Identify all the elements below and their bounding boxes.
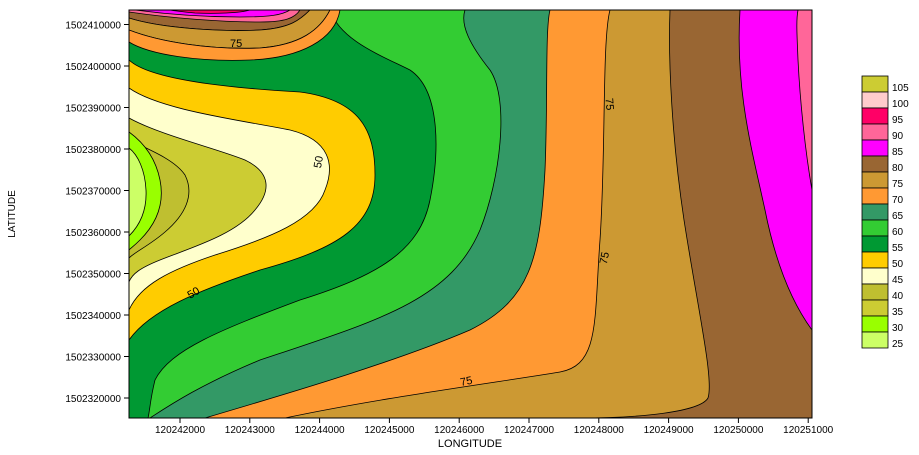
legend-swatch xyxy=(861,283,889,301)
contour-label: 75 xyxy=(598,251,612,265)
y-tick-label: 1502390000 xyxy=(65,104,121,115)
x-tick-label: 120251000 xyxy=(783,425,833,436)
legend-label: 100 xyxy=(892,99,909,110)
legend-swatch xyxy=(861,155,889,173)
legend-swatch xyxy=(861,267,889,285)
y-tick-label: 1502380000 xyxy=(65,145,121,156)
legend-label: 55 xyxy=(892,243,904,254)
x-tick-label: 120245000 xyxy=(364,425,414,436)
contour-label: 75 xyxy=(459,375,473,389)
legend-swatch xyxy=(861,315,889,333)
x-tick-label: 120242000 xyxy=(155,425,205,436)
legend-swatch xyxy=(861,107,889,125)
legend-label: 65 xyxy=(892,211,904,222)
legend-label: 30 xyxy=(892,323,904,334)
legend-swatch xyxy=(861,235,889,253)
x-tick-label: 120247000 xyxy=(504,425,554,436)
legend-label: 25 xyxy=(892,339,904,350)
legend-swatch xyxy=(861,251,889,269)
x-axis: 120242000 120243000 120244000 120245000 1202… xyxy=(155,418,834,436)
y-tick-label: 1502320000 xyxy=(65,394,121,405)
legend-swatch xyxy=(861,203,889,221)
legend-swatch xyxy=(861,75,889,93)
y-axis: 1502320000 1502330000 1502340000 1502350000… xyxy=(65,21,129,405)
y-tick-label: 1502370000 xyxy=(65,187,121,198)
legend-label: 60 xyxy=(892,227,904,238)
legend-label: 70 xyxy=(892,195,904,206)
y-tick-label: 1502350000 xyxy=(65,270,121,281)
contour-fills xyxy=(129,10,812,418)
x-tick-label: 120246000 xyxy=(434,425,484,436)
plot-frame xyxy=(128,9,813,419)
x-axis-title: LONGITUDE xyxy=(438,438,502,450)
y-tick-label: 1502340000 xyxy=(65,311,121,322)
contour-label: 75 xyxy=(230,38,242,50)
y-tick-label: 1502410000 xyxy=(65,21,121,32)
legend-swatch xyxy=(861,187,889,205)
legend-label: 35 xyxy=(892,307,904,318)
contour-band-top-red xyxy=(169,10,251,14)
x-tick-label: 120248000 xyxy=(574,425,624,436)
legend-label: 105 xyxy=(892,83,909,94)
x-tick-label: 120250000 xyxy=(713,425,763,436)
y-tick-label: 1502400000 xyxy=(65,62,121,73)
legend-label: 90 xyxy=(892,131,904,142)
legend-swatch xyxy=(861,123,889,141)
contour-band-25 xyxy=(129,147,147,237)
legend-swatch xyxy=(861,219,889,237)
x-tick-label: 120244000 xyxy=(295,425,345,436)
legend-label: 95 xyxy=(892,115,904,126)
y-tick-label: 1502330000 xyxy=(65,353,121,364)
x-tick-label: 120243000 xyxy=(225,425,275,436)
legend-label: 75 xyxy=(892,179,904,190)
legend-label: 45 xyxy=(892,275,904,286)
legend-label: 80 xyxy=(892,163,904,174)
contour-labels: 75 50 75 75 50 75 xyxy=(185,38,615,389)
legend-swatch xyxy=(861,171,889,189)
contour-band-95 xyxy=(796,10,812,191)
legend-label: 50 xyxy=(892,259,904,270)
legend-label: 85 xyxy=(892,147,904,158)
contour-label: 75 xyxy=(603,98,616,111)
contour-label: 50 xyxy=(185,285,202,302)
legend-swatch xyxy=(861,91,889,109)
legend-label: 40 xyxy=(892,291,904,302)
legend-swatch xyxy=(861,331,889,349)
contour-label: 50 xyxy=(312,155,326,169)
x-tick-label: 120249000 xyxy=(644,425,694,436)
legend: 105 100 95 90 85 80 75 70 65 60 55 50 45 40 35 30 25 xyxy=(861,75,909,350)
y-axis-title: LATITUDE xyxy=(7,190,18,238)
legend-swatch xyxy=(861,299,889,317)
contour-band-90 xyxy=(738,10,812,331)
y-tick-label: 1502360000 xyxy=(65,228,121,239)
legend-swatch xyxy=(861,139,889,157)
